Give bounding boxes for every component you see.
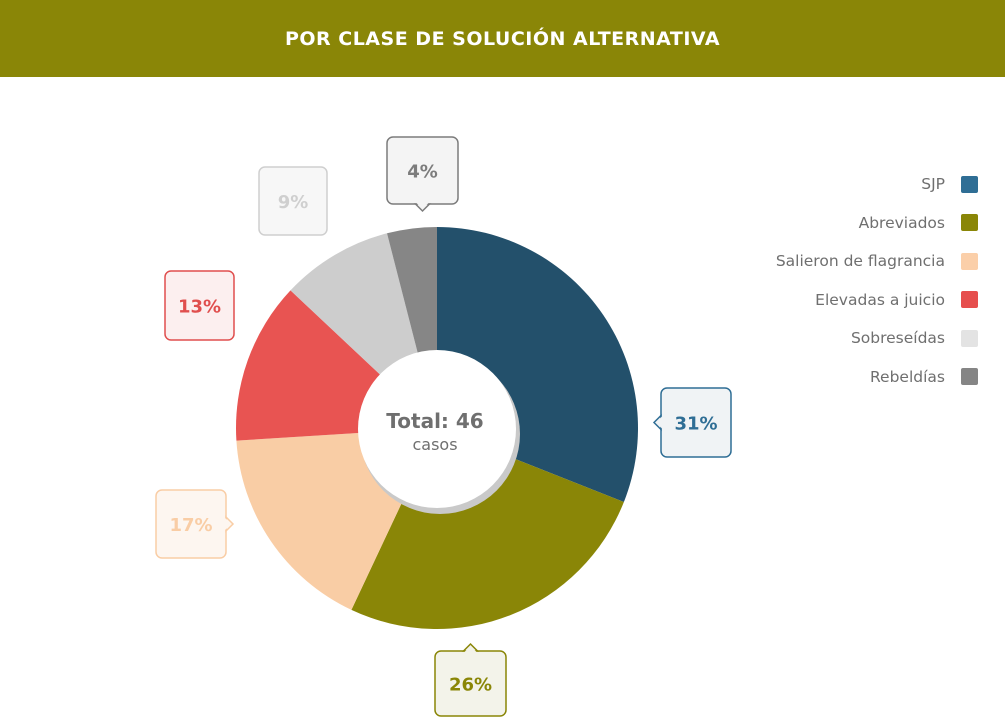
legend-item-rebeldias: Rebeldías xyxy=(776,358,978,397)
center-hole xyxy=(358,350,516,508)
chart-header: POR CLASE DE SOLUCIÓN ALTERNATIVA xyxy=(0,0,1005,77)
legend-swatch xyxy=(961,368,978,386)
legend-swatch xyxy=(961,175,978,193)
data-label-abreviados: 26% xyxy=(449,675,492,696)
callout-rebeldias: 4% xyxy=(386,136,459,213)
callout-sobreseidas: 9% xyxy=(258,166,328,236)
legend-swatch xyxy=(961,329,978,347)
data-label-sobreseidas: 9% xyxy=(278,192,309,213)
legend-label: Sobreseídas xyxy=(850,329,945,348)
center-total-label: Total: 46 xyxy=(386,409,483,433)
legend-swatch xyxy=(961,252,978,270)
callout-sjp: 31% xyxy=(652,387,732,458)
legend-label: Salieron de flagrancia xyxy=(775,252,945,271)
legend-label: Rebeldías xyxy=(869,367,945,386)
callout-salieron-de-flagrancia: 17% xyxy=(155,489,235,559)
chart-legend: SJP Abreviados Salieron de flagrancia Eleva… xyxy=(776,165,978,396)
data-label-sjp: 31% xyxy=(674,414,717,435)
legend-label: SJP xyxy=(921,175,945,194)
data-label-rebeldias: 4% xyxy=(407,162,438,183)
callout-abreviados: 26% xyxy=(434,642,507,717)
chart-title: POR CLASE DE SOLUCIÓN ALTERNATIVA xyxy=(284,27,721,50)
data-label-elevadas-a-juicio: 13% xyxy=(178,297,221,318)
legend-item-elevadas-a-juicio: Elevadas a juicio xyxy=(776,281,978,320)
data-label-salieron-de-flagrancia: 17% xyxy=(169,515,212,536)
center-unit-label: casos xyxy=(412,435,457,454)
legend-item-sjp: SJP xyxy=(776,165,978,204)
legend-swatch xyxy=(961,291,978,309)
legend-item-sobreseidas: Sobreseídas xyxy=(776,319,978,358)
legend-swatch xyxy=(961,214,978,232)
legend-label: Elevadas a juicio xyxy=(815,290,945,309)
legend-item-abreviados: Abreviados xyxy=(776,204,978,243)
legend-label: Abreviados xyxy=(858,213,945,232)
callout-elevadas-a-juicio: 13% xyxy=(164,270,235,341)
legend-item-salieron-de-flagrancia: Salieron de flagrancia xyxy=(776,242,978,281)
